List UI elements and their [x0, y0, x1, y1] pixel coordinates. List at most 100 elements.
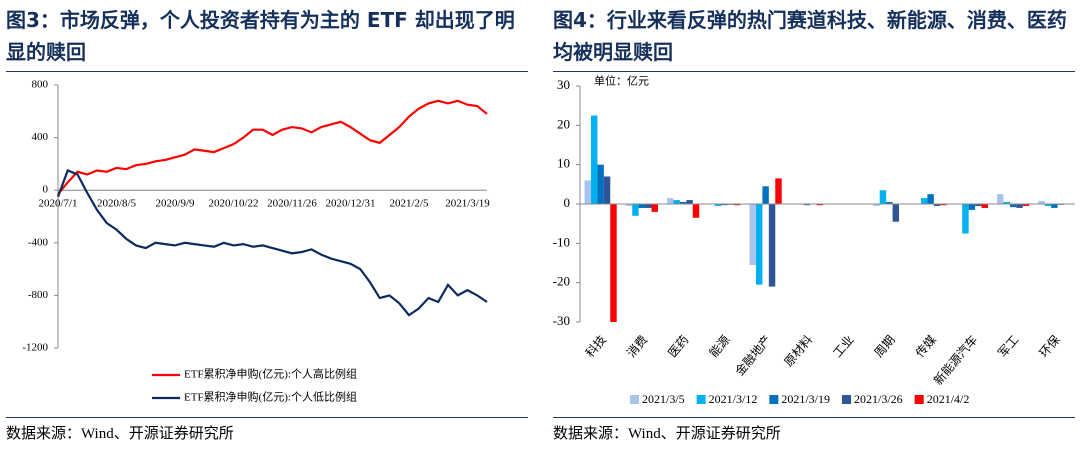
bar: [1003, 202, 1010, 204]
y-tick-label: -10: [553, 234, 570, 249]
legend-swatch: [914, 395, 924, 404]
x-tick-label: 2020/10/22: [208, 198, 258, 210]
bar: [692, 204, 700, 218]
x-tick-label: 2020/9/9: [155, 198, 195, 210]
bar: [886, 202, 893, 204]
annotation: 单位：亿元: [594, 74, 649, 88]
bar: [927, 194, 934, 204]
source-rule: [6, 417, 528, 418]
legend-label: 2021/3/12: [709, 392, 758, 406]
bar: [1022, 204, 1030, 206]
bar: [1016, 204, 1023, 208]
bar: [584, 180, 591, 204]
legend-label: 2021/4/2: [927, 392, 970, 406]
bar: [940, 204, 947, 206]
x-tick-label: 原材料: [781, 333, 815, 370]
figure-title: 图4：行业来看反弹的热门赛道科技、新能源、消费、医药均被明显赎回: [553, 8, 1067, 64]
y-tick-label: 30: [557, 77, 570, 92]
bar: [892, 204, 900, 222]
legend-label: ETF累积净申购(亿元):个人低比例组: [184, 390, 357, 404]
title-rule: [6, 71, 528, 72]
bar: [749, 204, 756, 265]
bar: [686, 200, 693, 204]
series-line: [56, 169, 488, 317]
bar: [920, 198, 928, 204]
x-tick-label: 2021/2/5: [389, 198, 429, 210]
y-tick-label: 0: [43, 184, 49, 196]
bar: [968, 204, 976, 210]
x-tick-label: 2021/3/19: [445, 198, 490, 210]
x-tick-label: 军工: [995, 333, 1021, 360]
bar: [603, 176, 611, 204]
y-tick-label: 0: [564, 195, 571, 210]
legend-label: 2021/3/5: [642, 392, 685, 406]
series-line: [57, 99, 488, 195]
title-rule: [553, 71, 1075, 72]
bar: [590, 115, 598, 204]
source: 数据来源：Wind、开源证券研究所: [553, 426, 781, 442]
bar: [638, 204, 646, 208]
y-tick-label: -400: [28, 236, 49, 248]
bar: [762, 186, 769, 204]
x-tick-label: 新能源汽车: [930, 332, 980, 388]
bar: [597, 164, 604, 204]
bar: [610, 204, 617, 322]
legend-swatch: [630, 395, 639, 404]
y-tick-label: 400: [32, 131, 49, 143]
bar: [975, 204, 982, 206]
bar: [1038, 200, 1045, 204]
legend-label: 2021/3/19: [781, 392, 830, 406]
x-tick-label: 2020/11/26: [267, 198, 317, 210]
legend-swatch: [696, 395, 706, 404]
x-tick-label: 能源: [707, 333, 733, 360]
bar: [981, 204, 988, 208]
x-tick-label: 科技: [583, 333, 609, 360]
x-tick-label: 周期: [872, 333, 898, 360]
bar: [651, 204, 658, 212]
bar: [755, 204, 763, 285]
x-tick-label: 2020/12/31: [325, 198, 375, 210]
source-rule: [553, 417, 1075, 418]
bar: [873, 204, 880, 206]
bar: [667, 198, 674, 204]
legend-label: 2021/3/26: [854, 392, 903, 406]
figure-title: 图3：市场反弹，个人投资者持有为主的 ETF 却出现了明显的赎回: [6, 8, 515, 64]
x-tick-label: 传媒: [912, 332, 939, 360]
legend-swatch: [769, 395, 779, 404]
x-tick-label: 2020/8/5: [97, 198, 137, 210]
source: 数据来源：Wind、开源证券研究所: [6, 426, 234, 442]
y-tick-label: -20: [553, 274, 570, 289]
y-tick-label: 800: [32, 79, 49, 91]
x-tick-label: 消费: [624, 333, 650, 360]
x-tick-label: 工业: [830, 333, 856, 360]
y-tick-label: -1200: [22, 342, 48, 354]
y-tick-label: 10: [557, 156, 570, 171]
bar: [673, 200, 680, 204]
x-tick-label: 2020/7/1: [38, 198, 77, 210]
bar: [775, 178, 782, 204]
x-tick-label: 金融地产: [732, 332, 774, 378]
bar: [933, 204, 941, 206]
bar: [1044, 204, 1052, 206]
bar: [625, 204, 633, 206]
y-tick-label: -30: [553, 313, 570, 328]
bar: [1009, 204, 1017, 208]
legend-label: ETF累积净申购(亿元):个人高比例组: [184, 367, 357, 381]
bar: [714, 204, 722, 206]
bar: [879, 190, 887, 204]
bar: [645, 204, 652, 208]
y-tick-label: -800: [28, 289, 49, 301]
bar: [679, 202, 687, 204]
bar: [721, 204, 728, 206]
bar: [632, 204, 639, 216]
bar: [768, 204, 776, 287]
bar: [734, 204, 741, 206]
bar: [962, 204, 969, 234]
bar: [997, 194, 1004, 204]
x-tick-label: 医药: [665, 333, 691, 360]
bar: [816, 204, 823, 206]
y-tick-label: 20: [557, 116, 570, 131]
bar: [803, 204, 811, 206]
